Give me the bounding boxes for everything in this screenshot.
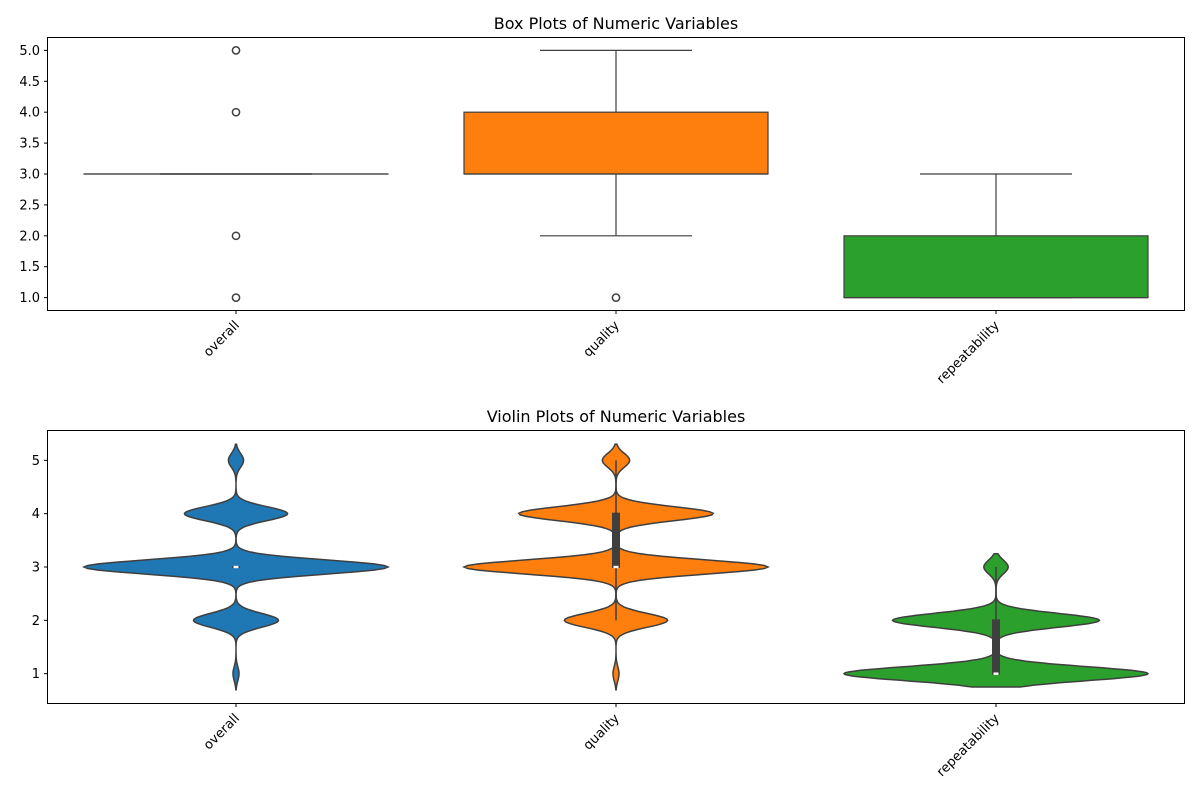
outlier-point [231,231,241,241]
box-plot-frame [47,37,1185,311]
box-plot-x-tick-label: quality [581,318,623,360]
box-plot-y-tick-label: 1.0 [19,291,40,306]
violin-plot-x-axis: overall quality repeatability [201,703,1003,780]
violin-plot-y-tick-label: 5 [32,454,40,469]
violin-plot-y-tick-label: 4 [32,507,40,522]
violin-plot-y-axis: 1 2 3 4 5 [32,454,48,682]
box-plot-x-axis: overall quality repeatability [201,310,1003,387]
box-plot-y-tick-label: 5.0 [19,44,40,59]
violin-plot-x-tick-label: overall [201,711,243,753]
box-plot-y-tick-label: 2.0 [19,229,40,244]
violin-median-quality [613,565,619,569]
outlier-point [231,46,241,55]
box-repeatability [843,235,1149,299]
box-plot-y-tick-label: 1.5 [19,260,40,275]
box-plot-y-tick-label: 3.0 [19,168,40,183]
violin-iqr-repeatability [992,619,1000,675]
outlier-point [231,107,241,117]
violin-plot-y-tick-label: 2 [32,614,40,629]
box-plot-x-tick-label: repeatability [934,318,1003,387]
box-plot-y-tick-label: 2.5 [19,198,40,213]
box-plot-title: Box Plots of Numeric Variables [494,14,738,33]
violin-iqr-quality [612,512,620,568]
box-plot-x-tick-label: overall [201,318,243,360]
violin-plot-x-tick-label: repeatability [934,711,1003,780]
violin-plot-x-tick-label: quality [581,711,623,753]
violin-plot-marks [82,443,1150,691]
outlier-point [231,293,241,302]
violin-plot-y-tick-label: 3 [32,561,40,576]
box-plot-y-tick-label: 4.0 [19,106,40,121]
violin-plot-frame [47,430,1185,704]
outlier-point [611,293,621,302]
violin-median-repeatability [993,672,999,675]
violin-plot-panel: Violin Plots of Numeric Variables 12345 … [32,407,1185,780]
box-plot-marks [83,46,1149,302]
violin-plot-y-tick-label: 1 [32,667,40,682]
box-plot-panel: Box Plots of Numeric Variables 1.0 1.5 2.0… [19,14,1185,387]
violin-plot-title: Violin Plots of Numeric Variables [487,407,746,426]
box-plot-y-tick-label: 3.5 [19,137,40,152]
box-quality [463,111,769,175]
box-plot-y-axis: 1.0 1.5 2.0 2.5 3.0 3.5 4.0 4.5 5.0 [19,44,48,306]
box-plot-y-tick-label: 4.5 [19,75,40,90]
violin-median-overall [233,565,239,569]
